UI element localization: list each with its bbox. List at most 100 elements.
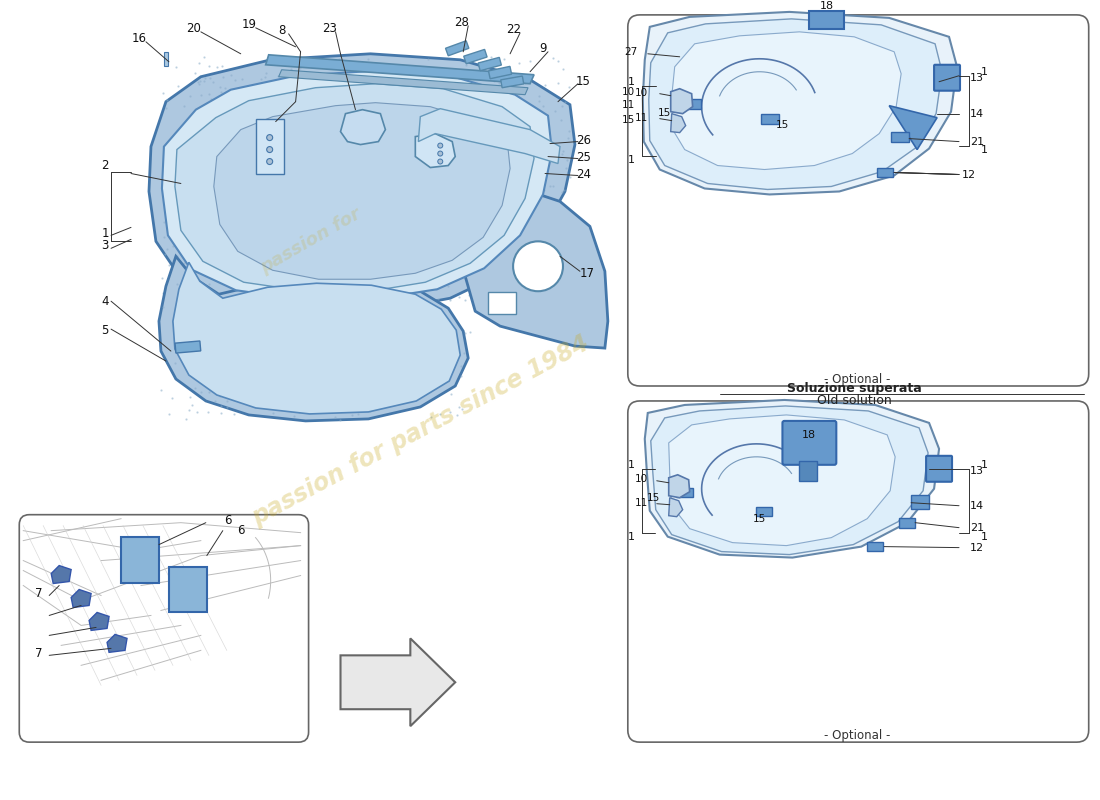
Polygon shape	[162, 70, 552, 299]
Circle shape	[513, 242, 563, 291]
Bar	[867, 542, 883, 550]
Polygon shape	[52, 566, 72, 583]
Polygon shape	[649, 19, 942, 190]
Text: 6: 6	[224, 514, 231, 527]
Text: 1: 1	[628, 154, 635, 165]
Text: Old solution: Old solution	[817, 394, 892, 407]
Text: 11: 11	[635, 498, 648, 508]
Bar	[800, 461, 817, 481]
Text: 25: 25	[576, 151, 592, 164]
Text: 15: 15	[621, 114, 635, 125]
Text: 12: 12	[970, 542, 985, 553]
Text: 1: 1	[628, 77, 635, 86]
Text: 7: 7	[35, 587, 43, 600]
Polygon shape	[645, 400, 939, 558]
Text: 14: 14	[970, 501, 985, 510]
Polygon shape	[158, 256, 469, 421]
Text: - Optional -: - Optional -	[824, 729, 890, 742]
Text: 17: 17	[580, 266, 594, 280]
Text: passion for: passion for	[257, 206, 364, 278]
Text: 4: 4	[101, 294, 109, 308]
Text: 1: 1	[980, 66, 988, 77]
Bar	[478, 58, 502, 70]
Text: 21: 21	[970, 522, 985, 533]
Polygon shape	[341, 110, 385, 145]
Polygon shape	[213, 102, 510, 279]
Polygon shape	[173, 262, 460, 414]
Polygon shape	[669, 415, 895, 546]
FancyBboxPatch shape	[628, 15, 1089, 386]
Text: 12: 12	[961, 170, 976, 179]
Text: 6: 6	[236, 524, 244, 537]
Polygon shape	[669, 498, 683, 517]
Text: 7: 7	[35, 647, 43, 660]
Bar	[761, 114, 780, 124]
Text: - Optional -: - Optional -	[824, 373, 890, 386]
Text: 24: 24	[576, 168, 592, 181]
Bar	[488, 292, 516, 314]
Polygon shape	[465, 191, 608, 348]
Polygon shape	[672, 32, 901, 170]
Circle shape	[266, 146, 273, 153]
Text: 15: 15	[647, 493, 660, 502]
Polygon shape	[89, 613, 109, 630]
Text: 13: 13	[970, 466, 985, 476]
FancyBboxPatch shape	[926, 456, 952, 482]
Circle shape	[438, 143, 443, 148]
Bar	[500, 76, 524, 88]
Polygon shape	[148, 54, 575, 311]
Bar	[891, 132, 909, 142]
Text: 11: 11	[635, 113, 648, 122]
Text: 1: 1	[628, 460, 635, 470]
Bar	[464, 50, 487, 64]
FancyBboxPatch shape	[628, 401, 1089, 742]
Circle shape	[438, 159, 443, 164]
Bar	[877, 167, 893, 177]
Text: 10: 10	[635, 88, 648, 98]
Text: 1: 1	[980, 145, 988, 154]
Text: 8: 8	[278, 24, 285, 38]
Text: 14: 14	[970, 109, 985, 118]
Polygon shape	[278, 70, 528, 94]
Polygon shape	[889, 106, 937, 150]
Bar	[675, 488, 693, 497]
Bar	[756, 506, 772, 516]
Polygon shape	[72, 590, 91, 607]
Polygon shape	[671, 89, 693, 114]
Bar	[169, 566, 207, 613]
Text: 1: 1	[628, 532, 635, 542]
Bar	[488, 66, 512, 78]
Polygon shape	[341, 638, 455, 726]
Text: 21: 21	[970, 137, 985, 146]
Text: Soluzione superata: Soluzione superata	[786, 382, 922, 395]
Circle shape	[438, 151, 443, 156]
Text: 15: 15	[658, 108, 671, 118]
Text: 11: 11	[621, 100, 635, 110]
Polygon shape	[669, 474, 690, 498]
Text: 27: 27	[625, 46, 638, 57]
Text: 26: 26	[576, 134, 592, 147]
Text: 1: 1	[980, 532, 988, 542]
Bar	[446, 41, 469, 56]
Bar	[175, 341, 200, 353]
Text: 18: 18	[821, 1, 835, 11]
Circle shape	[266, 158, 273, 165]
Text: 1: 1	[101, 227, 109, 240]
Text: 15: 15	[575, 75, 591, 88]
FancyBboxPatch shape	[934, 65, 960, 90]
Text: 16: 16	[132, 32, 146, 46]
Bar	[810, 11, 845, 29]
Text: 1: 1	[980, 460, 988, 470]
Text: 20: 20	[186, 22, 201, 35]
FancyBboxPatch shape	[20, 514, 309, 742]
Polygon shape	[642, 12, 957, 194]
Bar	[255, 118, 284, 174]
Text: 28: 28	[454, 16, 469, 30]
Polygon shape	[418, 109, 560, 163]
Text: 10: 10	[635, 474, 648, 484]
Polygon shape	[107, 634, 126, 652]
Text: 15: 15	[752, 514, 766, 524]
Text: 23: 23	[322, 22, 337, 35]
Circle shape	[266, 134, 273, 141]
Text: 5: 5	[101, 324, 109, 337]
